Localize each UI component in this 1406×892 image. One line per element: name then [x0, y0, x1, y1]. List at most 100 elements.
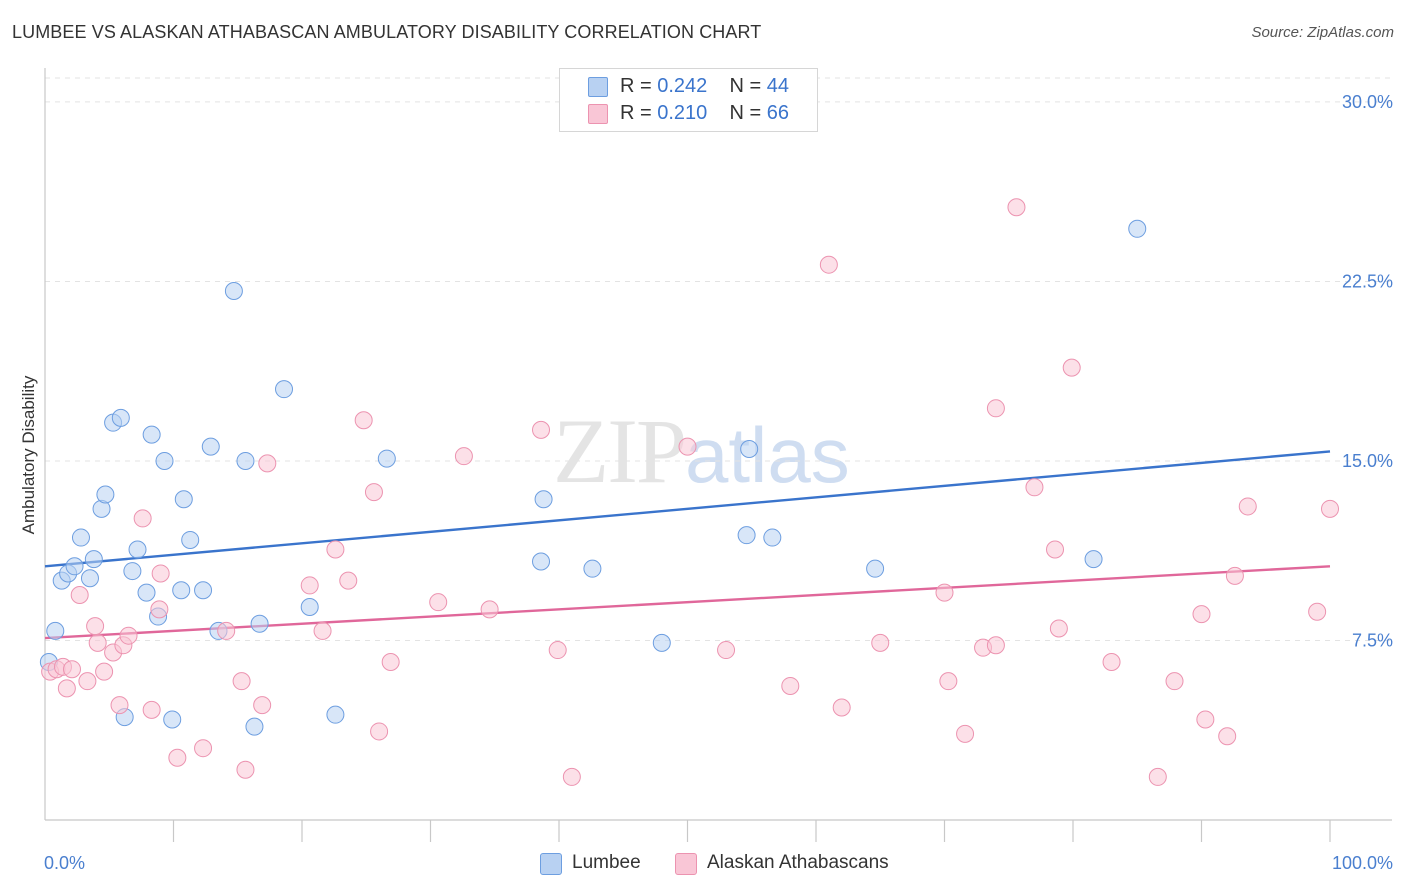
r-label: R =: [620, 75, 658, 97]
axis-labels: 7.5% 15.0% 22.5% 30.0% 0.0% 100.0% Ambulatory …: [19, 92, 1393, 873]
data-point: [1084, 550, 1103, 569]
data-point: [678, 437, 697, 456]
data-point: [137, 583, 156, 602]
data-point: [354, 411, 373, 430]
legend-swatch-lumbee: [540, 853, 562, 875]
data-point: [370, 722, 389, 741]
trend-lines: [44, 450, 1331, 640]
legend-swatch-athabascans: [675, 853, 697, 875]
data-point: [250, 614, 269, 633]
r-value: 0.210: [657, 102, 708, 124]
data-point: [111, 408, 130, 427]
data-point: [123, 562, 142, 581]
data-point: [65, 557, 84, 576]
data-point: [532, 552, 551, 571]
data-point: [88, 633, 107, 652]
y-axis-label: Ambulatory Disability: [19, 375, 38, 534]
data-point: [62, 660, 81, 679]
n-label: N =: [729, 75, 767, 97]
r-value: 0.242: [657, 75, 708, 97]
data-point: [871, 633, 890, 652]
n-value: 44: [766, 75, 790, 97]
legend-label-athabascans: Alaskan Athabascans: [707, 852, 889, 873]
data-point: [935, 583, 954, 602]
data-point: [155, 451, 174, 470]
data-point: [583, 559, 602, 578]
data-point: [96, 485, 115, 504]
watermark-atlas: atlas: [685, 411, 850, 499]
data-point: [548, 641, 567, 660]
data-point: [986, 399, 1005, 418]
trend-line-1: [44, 565, 1331, 640]
data-point: [1165, 672, 1184, 691]
data-point: [163, 710, 182, 729]
data-point: [740, 440, 759, 458]
x-tick-label: 0.0%: [44, 853, 85, 873]
data-point: [78, 672, 97, 691]
data-point: [80, 569, 99, 588]
data-point: [1128, 219, 1147, 238]
chart-title: LUMBEE VS ALASKAN ATHABASCAN AMBULATORY …: [12, 22, 762, 42]
data-point: [832, 698, 851, 717]
data-point: [562, 767, 581, 786]
data-point: [300, 597, 319, 616]
data-point: [1192, 605, 1211, 624]
data-point: [377, 449, 396, 468]
data-point: [1225, 566, 1244, 585]
correlation-legend: R = 0.242 N = 44 R = 0.210 N = 66: [559, 68, 818, 132]
data-point: [84, 550, 103, 569]
series-1-points: [41, 198, 1339, 786]
data-point: [245, 717, 264, 736]
data-point: [534, 490, 553, 509]
data-point: [1062, 358, 1081, 377]
data-point: [866, 559, 885, 578]
data-point: [57, 679, 76, 698]
data-point: [232, 672, 251, 691]
data-point: [133, 509, 152, 528]
data-point: [236, 760, 255, 779]
y-tick-label: 30.0%: [1342, 92, 1393, 112]
trend-line-0: [44, 450, 1331, 568]
data-point: [326, 540, 345, 559]
n-value: 66: [766, 102, 790, 124]
data-point: [275, 380, 294, 399]
data-point: [151, 564, 170, 583]
data-point: [986, 636, 1005, 655]
legend-swatch-lumbee: [588, 77, 608, 97]
data-point: [1218, 727, 1237, 746]
data-point: [717, 641, 736, 660]
data-point: [1025, 478, 1044, 497]
r-label: R =: [620, 102, 658, 124]
legend-stats-athabascans: R = 0.210 N = 66: [620, 102, 789, 125]
n-label: N =: [729, 102, 767, 124]
data-point: [819, 255, 838, 274]
data-point: [253, 696, 272, 715]
data-point: [1046, 540, 1065, 559]
data-point: [737, 526, 756, 545]
data-point: [174, 490, 193, 509]
watermark: ZIPatlas: [553, 398, 850, 504]
data-point: [110, 696, 129, 715]
data-point: [224, 282, 243, 301]
x-tick-label: 100.0%: [1332, 853, 1393, 873]
data-point: [1308, 602, 1327, 621]
data-point: [326, 705, 345, 724]
data-point: [194, 739, 213, 758]
data-point: [1238, 497, 1257, 516]
y-tick-label: 22.5%: [1342, 271, 1393, 291]
axes: [44, 68, 1392, 842]
series-0-points: [39, 219, 1147, 736]
legend-swatch-athabascans: [588, 104, 608, 124]
data-point: [939, 672, 958, 691]
data-point: [364, 483, 383, 502]
data-points: [39, 198, 1339, 786]
data-point: [258, 454, 277, 473]
data-point: [781, 676, 800, 695]
data-point: [95, 662, 114, 681]
data-point: [181, 530, 200, 549]
data-point: [1321, 499, 1339, 518]
data-point: [86, 617, 105, 636]
data-point: [172, 581, 191, 600]
y-tick-label: 7.5%: [1352, 630, 1393, 650]
